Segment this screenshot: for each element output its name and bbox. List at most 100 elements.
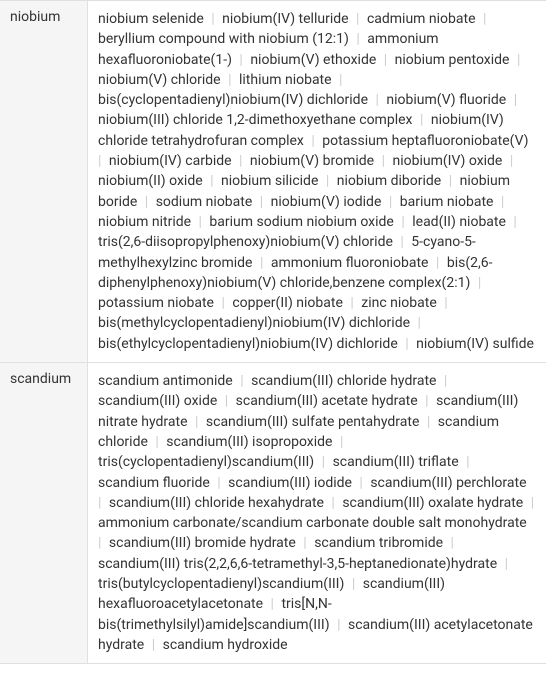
compound-name: copper(II) niobate	[232, 295, 343, 311]
separator: |	[98, 153, 105, 169]
separator: |	[501, 556, 508, 572]
separator: |	[474, 275, 481, 291]
separator: |	[300, 535, 310, 551]
compound-name: scandium(III) triflate	[333, 454, 459, 470]
separator: |	[441, 295, 448, 311]
compound-name: bis(methylcyclopentadienyl)niobium(IV) d…	[98, 315, 410, 331]
separator: |	[432, 255, 442, 271]
compound-name: niobium(V) ethoxide	[250, 52, 376, 68]
compound-name: niobium(IV) sulfide	[416, 336, 534, 352]
separator: |	[440, 373, 447, 389]
separator: |	[214, 475, 224, 491]
compound-name: tris(cyclopentadienyl)scandium(III)	[98, 454, 314, 470]
table-row: niobium niobium selenide | niobium(IV) t…	[0, 0, 546, 363]
separator: |	[497, 194, 504, 210]
compound-name: scandium(III) tris(2,2,6,6-tetramethyl-3…	[98, 556, 497, 572]
compound-name: scandium(III) sulfate pentahydrate	[206, 414, 420, 430]
compound-name: bis(ethylcyclopentadienyl)niobium(IV) di…	[98, 336, 398, 352]
compound-name: ammonium fluoroniobate	[271, 255, 429, 271]
compound-name: niobium(V) iodide	[271, 194, 382, 210]
separator: |	[208, 11, 218, 27]
compound-name: scandium(III) acetate hydrate	[236, 393, 418, 409]
separator: |	[422, 393, 432, 409]
separator: |	[336, 72, 343, 88]
separator: |	[192, 414, 202, 430]
compound-name: tris(2,6-diisopropylphenoxy)niobium(V) c…	[98, 234, 393, 250]
separator: |	[218, 295, 228, 311]
compound-name: beryllium compound with niobium (12:1)	[98, 31, 349, 47]
compound-name: barium sodium niobium oxide	[209, 214, 393, 230]
compound-name: scandium(III) bromide hydrate	[109, 535, 296, 551]
compound-name: scandium(III) chloride hexahydrate	[109, 495, 324, 511]
compound-name: niobium(V) chloride	[98, 72, 221, 88]
compound-name: lithium niobate	[239, 72, 332, 88]
compound-name: ammonium carbonate/scandium carbonate do…	[98, 515, 527, 531]
compound-name: niobium(V) bromide	[250, 153, 374, 169]
compound-name: niobium pentoxide	[395, 52, 510, 68]
separator: |	[414, 315, 421, 331]
separator: |	[463, 454, 470, 470]
separator: |	[225, 72, 235, 88]
compound-name: scandium hydroxide	[163, 637, 288, 653]
compound-name: potassium niobate	[98, 295, 214, 311]
separator: |	[318, 454, 328, 470]
separator: |	[256, 194, 266, 210]
compound-name: niobium silicide	[221, 173, 318, 189]
separator: |	[141, 194, 151, 210]
separator: |	[378, 153, 388, 169]
separator: |	[513, 52, 520, 68]
compound-name: scandium fluoride	[98, 475, 210, 491]
separator: |	[308, 133, 318, 149]
separator: |	[236, 153, 246, 169]
separator: |	[423, 414, 433, 430]
compound-name: cadmium niobate	[367, 11, 476, 27]
compound-name: niobium nitride	[98, 214, 191, 230]
separator: |	[445, 173, 455, 189]
compound-name: scandium(III) oxide	[98, 393, 217, 409]
separator: |	[527, 495, 534, 511]
separator: |	[510, 92, 517, 108]
compound-name: tris(butylcyclopentadienyl)scandium(III)	[98, 576, 344, 592]
compounds-list: scandium antimonide | scandium(III) chlo…	[88, 363, 546, 663]
separator: |	[416, 112, 426, 128]
separator: |	[397, 234, 407, 250]
compound-name: niobium(II) oxide	[98, 173, 203, 189]
separator: |	[267, 596, 277, 612]
compound-name: niobium(IV) telluride	[222, 11, 348, 27]
separator: |	[348, 576, 358, 592]
separator: |	[256, 255, 266, 271]
separator: |	[385, 194, 395, 210]
separator: |	[347, 295, 357, 311]
separator: |	[506, 153, 513, 169]
separator: |	[398, 214, 408, 230]
compound-name: scandium(III) iodide	[228, 475, 352, 491]
compound-name: bis(cyclopentadienyl)niobium(IV) dichlor…	[98, 92, 368, 108]
compound-name: barium niobate	[400, 194, 494, 210]
compound-name: scandium(III) isopropoxide	[166, 434, 332, 450]
separator: |	[447, 535, 454, 551]
compound-name: potassium heptafluoroniobate(V)	[322, 133, 528, 149]
separator: |	[237, 373, 247, 389]
separator: |	[356, 475, 366, 491]
compound-name: scandium(III) chloride hydrate	[251, 373, 436, 389]
separator: |	[336, 434, 343, 450]
element-label: scandium	[0, 363, 88, 663]
compound-name: niobium(III) chloride 1,2-dimethoxyethan…	[98, 112, 412, 128]
separator: |	[353, 31, 363, 47]
compound-name: scandium tribromide	[314, 535, 443, 551]
compound-name: zinc niobate	[361, 295, 436, 311]
separator: |	[322, 173, 332, 189]
separator: |	[328, 495, 338, 511]
compound-name: scandium(III) perchlorate	[370, 475, 526, 491]
separator: |	[195, 214, 205, 230]
separator: |	[372, 92, 382, 108]
compound-name: scandium antimonide	[98, 373, 233, 389]
separator: |	[510, 214, 517, 230]
separator: |	[380, 52, 390, 68]
separator: |	[98, 535, 105, 551]
compound-name: niobium(V) fluoride	[386, 92, 506, 108]
separator: |	[402, 336, 412, 352]
separator: |	[334, 617, 344, 633]
separator: |	[148, 637, 158, 653]
separator: |	[480, 11, 487, 27]
